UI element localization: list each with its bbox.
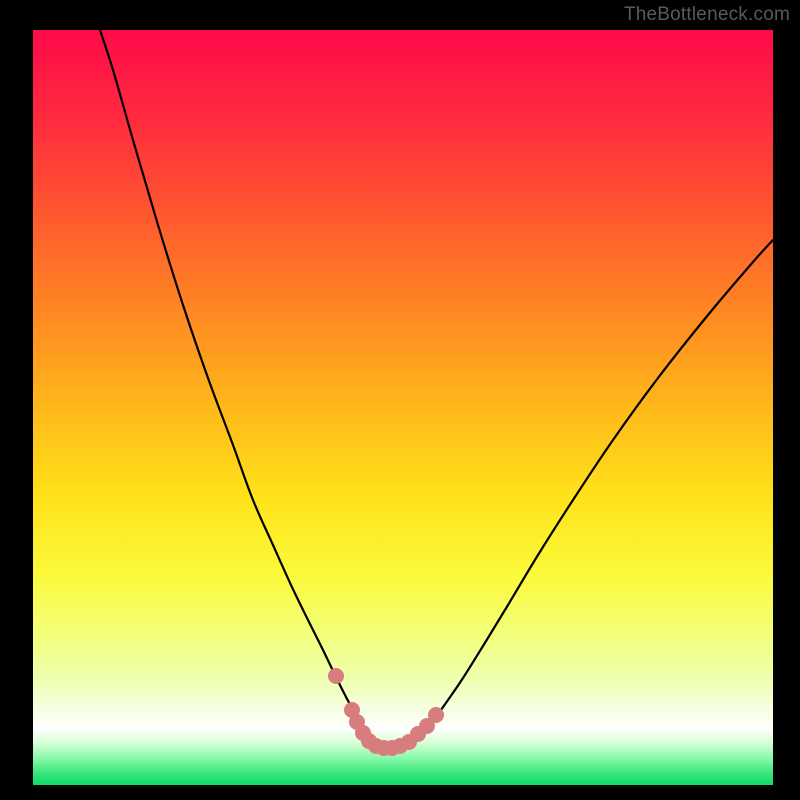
curve-layer bbox=[33, 30, 773, 785]
bottleneck-curve bbox=[100, 30, 773, 748]
chart-plot-area bbox=[33, 30, 773, 785]
data-marker bbox=[428, 707, 444, 723]
marker-group bbox=[328, 668, 444, 756]
data-marker bbox=[328, 668, 344, 684]
watermark-text: TheBottleneck.com bbox=[624, 4, 790, 26]
